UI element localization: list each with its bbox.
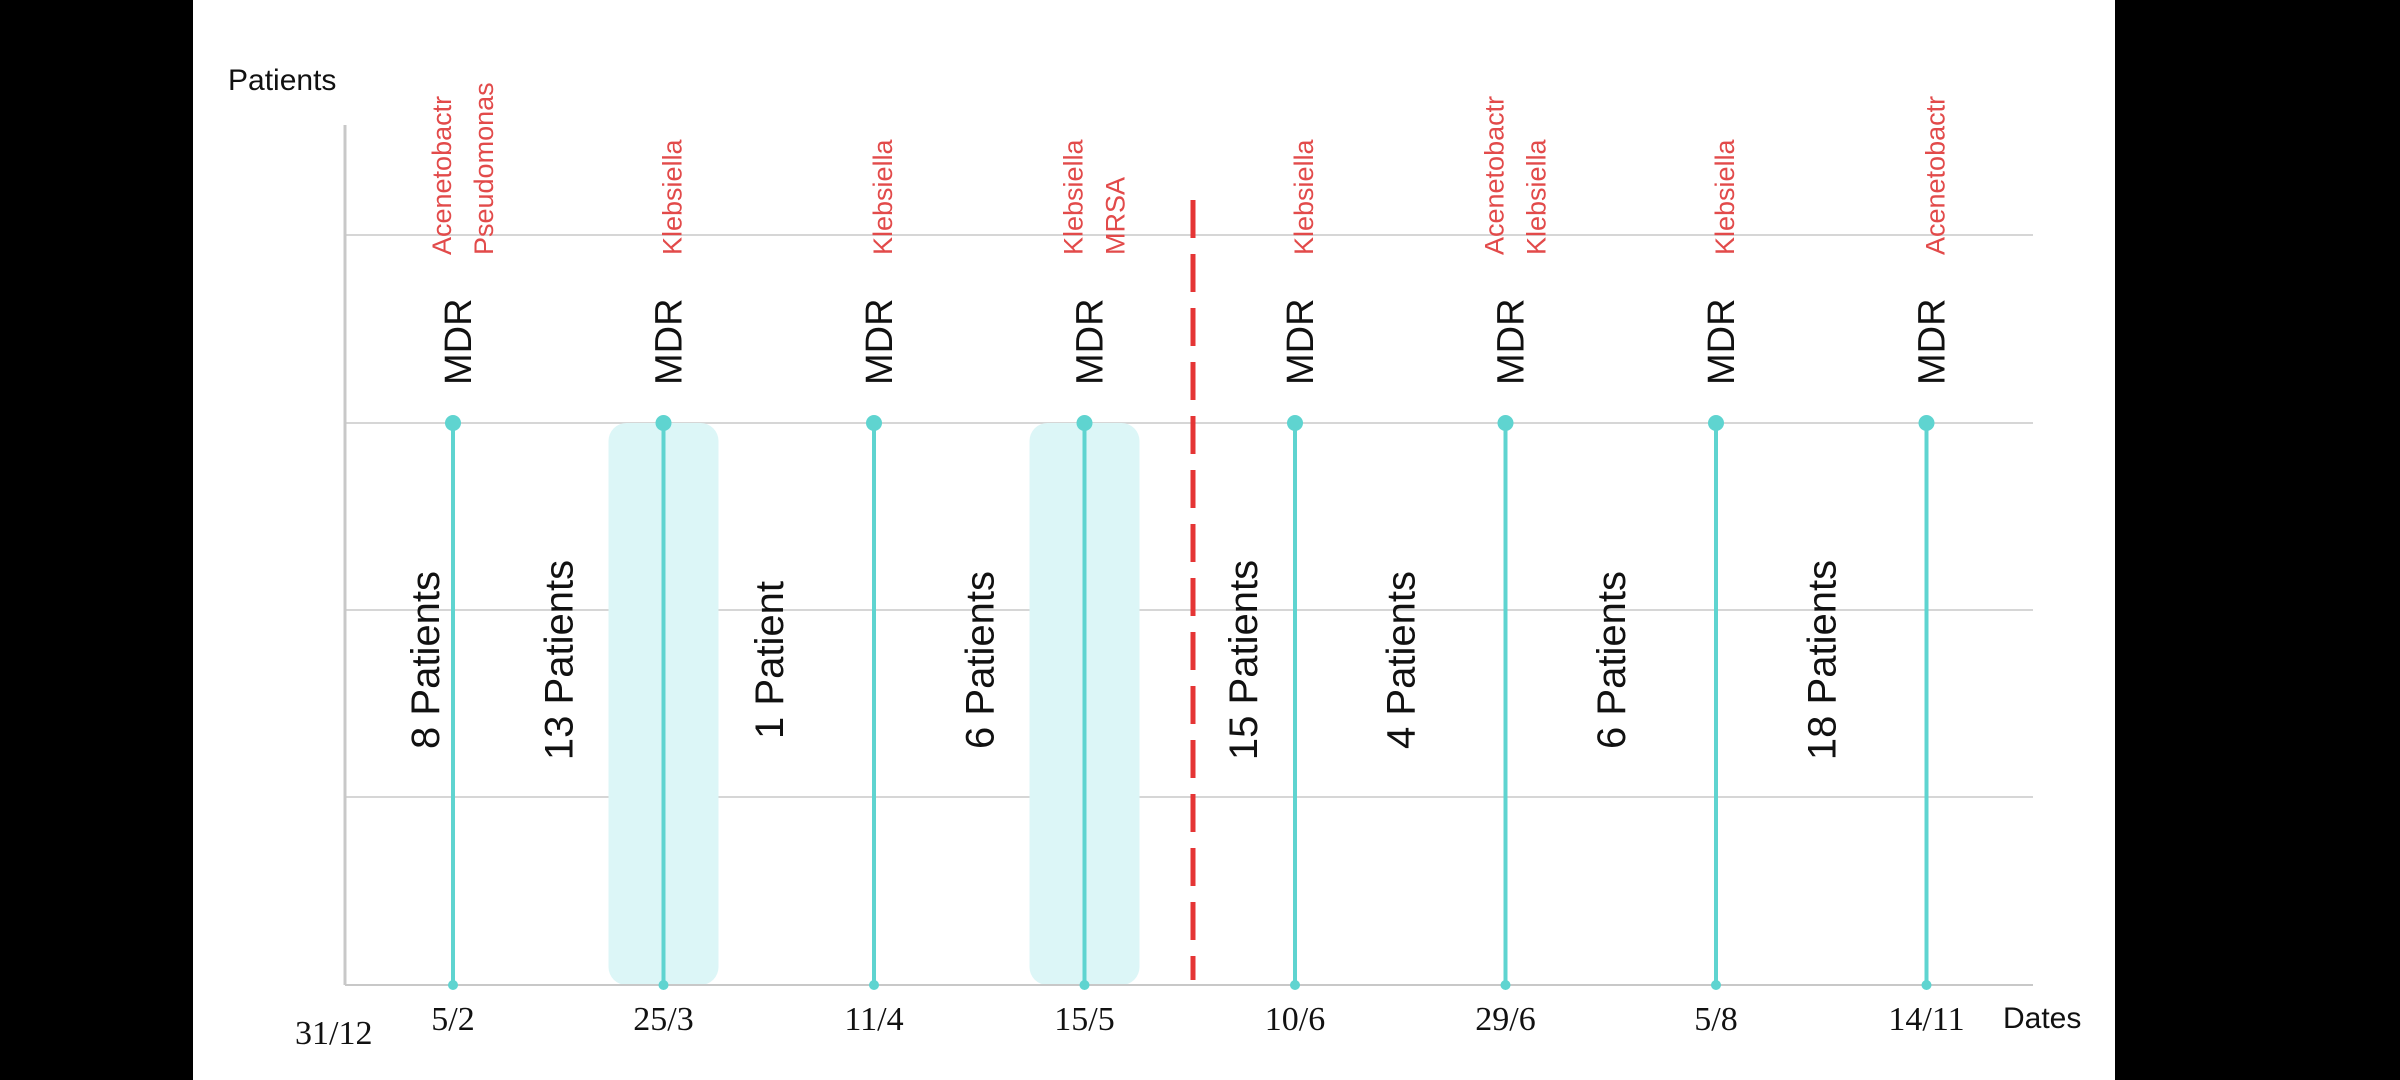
date-tick-label: 5/2	[431, 1001, 474, 1038]
event-marker	[1497, 415, 1514, 431]
mdr-label: MDR	[1280, 298, 1322, 385]
baseline-marker	[1921, 980, 1932, 990]
y-axis-label: Patients	[228, 64, 336, 97]
x-axis-label: Dates	[2003, 1002, 2081, 1035]
organism-label: Pseudomonas	[469, 82, 499, 255]
organism-label: Acenetobactr	[1921, 96, 1951, 255]
organism-label: Klebsiella	[1289, 138, 1319, 255]
event-marker	[1918, 415, 1935, 431]
event-marker	[1287, 415, 1303, 431]
baseline-marker	[1079, 980, 1090, 990]
organism-label: Acenetobactr	[1480, 96, 1510, 255]
organism-label: Klebsiella	[1059, 138, 1089, 255]
mdr-label: MDR	[859, 298, 901, 385]
event-marker	[655, 415, 672, 431]
patients-label: 6 Patients	[1590, 571, 1634, 749]
date-tick-label: 25/3	[633, 1001, 693, 1038]
patients-label: 8 Patients	[404, 571, 448, 749]
patients-label: 4 Patients	[1379, 571, 1423, 749]
date-tick-label: 10/6	[1265, 1001, 1325, 1038]
event-marker	[1708, 415, 1724, 431]
patients-label: 18 Patients	[1800, 560, 1844, 760]
organism-label: Klebsiella	[658, 138, 688, 255]
organism-label: MRSA	[1101, 177, 1131, 255]
event-marker	[445, 415, 461, 431]
patients-label: 1 Patient	[748, 581, 792, 739]
patients-label: 13 Patients	[537, 560, 581, 760]
event-stems	[445, 415, 1935, 990]
baseline-marker	[1500, 980, 1511, 990]
date-tick-label: 15/5	[1054, 1001, 1114, 1038]
baseline-marker	[658, 980, 669, 990]
gridlines	[345, 234, 2033, 798]
mdr-label: MDR	[1701, 298, 1743, 385]
date-tick-label: 11/4	[844, 1001, 903, 1038]
date-tick-label: 14/11	[1888, 1001, 1964, 1038]
baseline-marker	[1711, 980, 1721, 990]
organism-label: Acenetobactr	[427, 96, 457, 255]
baseline-marker	[448, 980, 458, 990]
date-tick-label: 5/8	[1694, 1001, 1737, 1038]
organism-label: Klebsiella	[1522, 138, 1552, 255]
organism-label: Klebsiella	[868, 138, 898, 255]
origin-date-label: 31/12	[295, 1015, 372, 1052]
mdr-label: MDR	[1070, 298, 1112, 385]
mdr-label: MDR	[1491, 298, 1533, 385]
baseline-marker	[1290, 980, 1300, 990]
mdr-label: MDR	[649, 298, 691, 385]
mdr-label: MDR	[438, 298, 480, 385]
organism-label: Klebsiella	[1710, 138, 1740, 255]
patients-label: 15 Patients	[1222, 560, 1266, 760]
chart-canvas: 5/2 MDR Acenetobactr Pseudomonas 25/3 MDR Kleb…	[193, 0, 2115, 1080]
event-marker	[866, 415, 882, 431]
baseline-marker	[869, 980, 879, 990]
event-marker	[1076, 415, 1093, 431]
patients-label: 6 Patients	[958, 571, 1002, 749]
event-labels: 5/2 MDR Acenetobactr Pseudomonas 25/3 MDR Kleb…	[404, 82, 1965, 1038]
date-tick-label: 29/6	[1475, 1001, 1535, 1038]
mdr-label: MDR	[1912, 298, 1954, 385]
timeline-chart: 5/2 MDR Acenetobactr Pseudomonas 25/3 MDR Kleb…	[228, 64, 2081, 1052]
